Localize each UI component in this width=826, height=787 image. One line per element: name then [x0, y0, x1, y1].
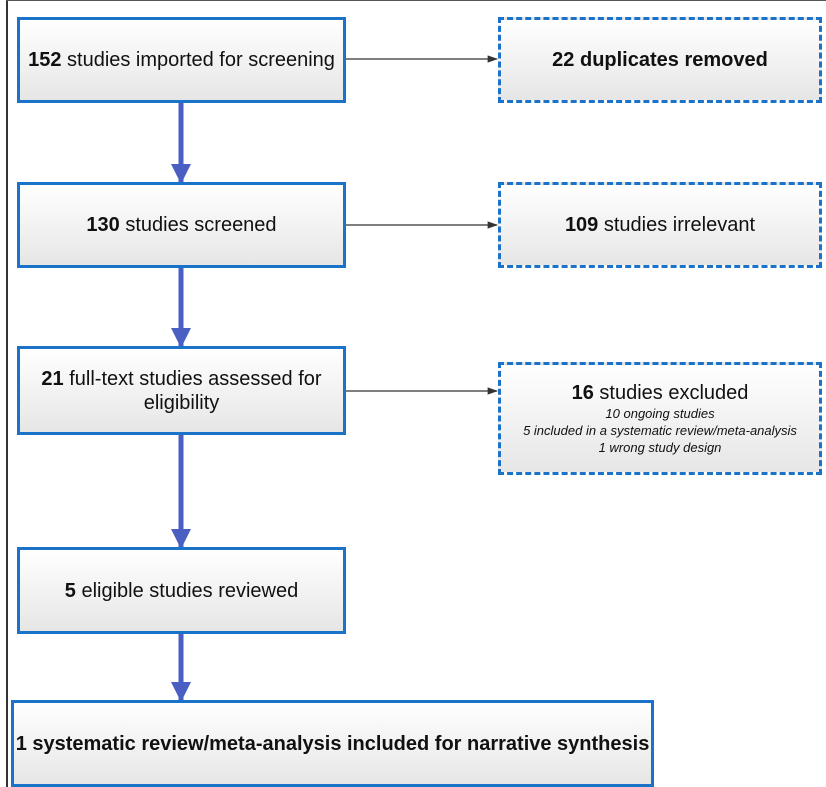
eligible-count: 5: [64, 579, 76, 602]
imported-label: studies imported for screening: [61, 49, 335, 71]
fulltext-label-line2: eligibility: [143, 391, 220, 414]
box-studies-screened: 130 studies screened: [17, 182, 346, 268]
excluded-reason-wrong-design: 1 wrong study design: [598, 440, 722, 455]
included-text: 1 systematic review/meta-analysis includ…: [16, 732, 650, 756]
imported-text: 152 studies imported for screening: [28, 48, 335, 72]
box-studies-excluded: 16 studies excluded 10 ongoing studies 5…: [498, 362, 822, 475]
irrelevant-count: 109: [564, 214, 599, 236]
imported-count: 152: [28, 49, 62, 71]
excluded-reason-ongoing: 10 ongoing studies: [605, 406, 715, 421]
fulltext-count: 21: [41, 367, 64, 390]
excluded-label: studies excluded: [593, 382, 749, 404]
screened-label: studies screened: [119, 214, 277, 236]
box-imported-for-screening: 152 studies imported for screening: [17, 17, 346, 103]
eligible-text: 5 eligible studies reviewed: [65, 579, 298, 603]
box-eligible-reviewed: 5 eligible studies reviewed: [17, 547, 346, 634]
excluded-text: 16 studies excluded: [572, 381, 749, 405]
frame-left-edge: [6, 0, 8, 787]
irrelevant-text: 109 studies irrelevant: [565, 213, 755, 237]
eligible-label: eligible studies reviewed: [75, 579, 299, 602]
frame-top-edge: [6, 0, 826, 1]
duplicates-count: 22: [552, 49, 575, 71]
excluded-count: 16: [571, 382, 594, 404]
duplicates-label: duplicates removed: [574, 49, 768, 71]
box-duplicates-removed: 22 duplicates removed: [498, 17, 822, 103]
duplicates-text: 22 duplicates removed: [552, 48, 768, 72]
irrelevant-label: studies irrelevant: [598, 214, 756, 236]
included-label: systematic review/meta-analysis included…: [26, 732, 650, 755]
fulltext-label-line1: full-text studies assessed for: [63, 367, 322, 390]
screened-count: 130: [86, 214, 120, 236]
box-included-synthesis: 1 systematic review/meta-analysis includ…: [11, 700, 654, 787]
box-studies-irrelevant: 109 studies irrelevant: [498, 182, 822, 268]
fulltext-text-line1: 21 full-text studies assessed for: [41, 367, 321, 391]
excluded-reason-in-review: 5 included in a systematic review/meta-a…: [523, 423, 797, 438]
screened-text: 130 studies screened: [86, 213, 276, 237]
included-count: 1: [15, 732, 27, 755]
box-fulltext-assessed: 21 full-text studies assessed for eligib…: [17, 346, 346, 435]
